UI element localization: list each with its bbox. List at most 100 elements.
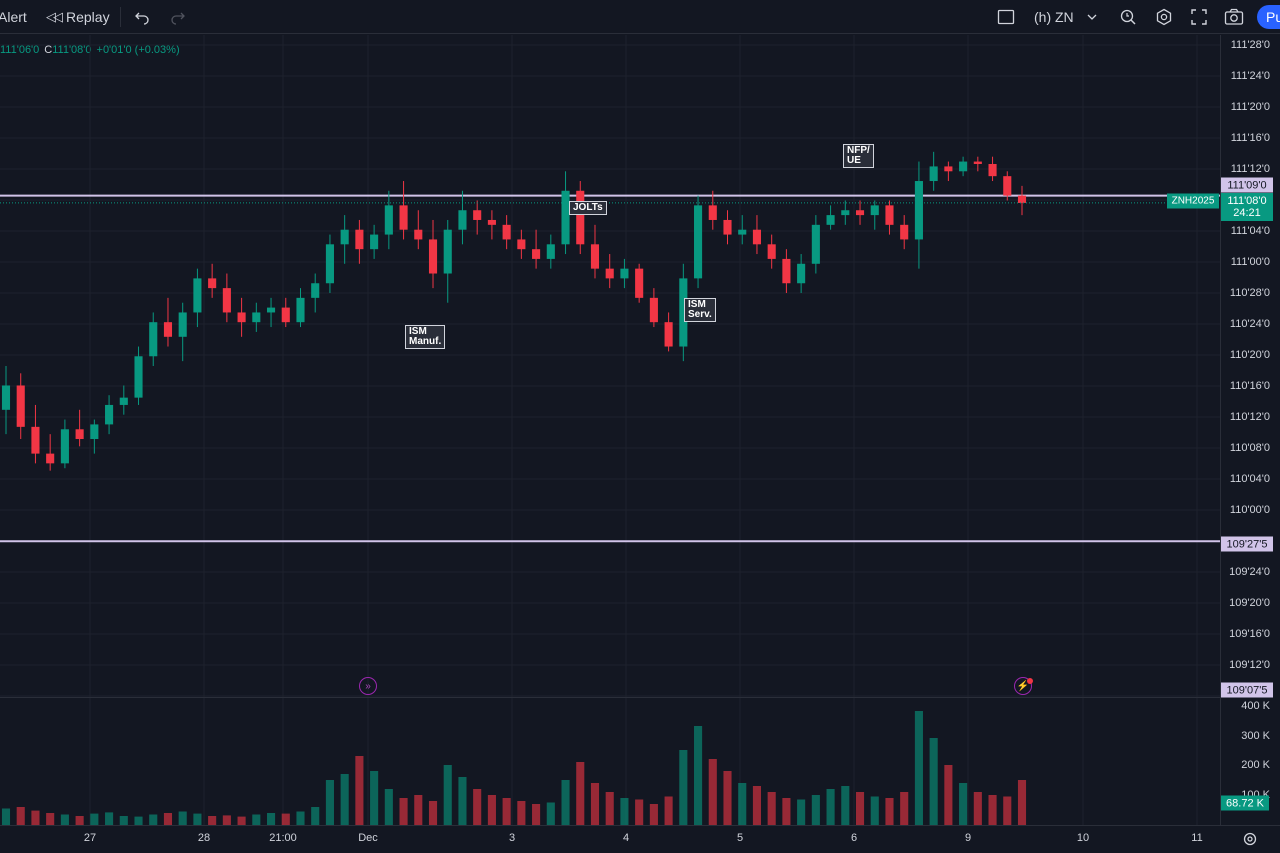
candle-body xyxy=(266,307,276,313)
candle-body xyxy=(193,278,202,313)
volume-bar xyxy=(1017,780,1027,825)
volume-bar xyxy=(458,777,467,825)
volume-bar xyxy=(708,759,717,825)
time-axis[interactable]: 27 28 21:00 Dec 3 4 5 6 9 10 11 xyxy=(0,825,1280,853)
bottom-level-tag[interactable]: 109'07'5 xyxy=(1221,682,1273,698)
volume-tick: 200 K xyxy=(1241,759,1270,771)
candle-body xyxy=(649,297,658,323)
note-jolts[interactable]: JOLTs xyxy=(569,201,607,215)
volume-bar xyxy=(723,771,732,825)
volume-bar xyxy=(178,811,187,825)
lower-level-tag[interactable]: 109'27'5 xyxy=(1221,536,1273,552)
candle-body xyxy=(929,166,938,182)
candle-body xyxy=(826,215,835,225)
volume-bar xyxy=(325,780,334,825)
volume-bar xyxy=(532,804,541,825)
note-nfp[interactable]: NFP/ UE xyxy=(843,144,874,168)
candle-body xyxy=(532,249,541,259)
volume-bar xyxy=(281,813,290,825)
volume-bar xyxy=(517,801,526,825)
candle-body xyxy=(708,205,717,220)
volume-bar xyxy=(105,812,114,825)
candle-body xyxy=(46,453,55,464)
price-tick: 110'28'0 xyxy=(1229,287,1270,299)
candle-body xyxy=(370,234,379,250)
candle-body xyxy=(752,229,762,245)
candle-body xyxy=(473,210,482,220)
candle-body xyxy=(134,356,143,398)
alert-label: Alert xyxy=(0,9,27,25)
volume-bar xyxy=(900,792,909,825)
candle-body xyxy=(296,297,305,323)
candle-body xyxy=(590,244,600,269)
volume-bar xyxy=(694,726,703,825)
volume-bar xyxy=(679,750,688,825)
volume-bar xyxy=(914,711,923,825)
candle-body xyxy=(811,224,820,264)
volume-bar xyxy=(885,798,894,825)
replay-jump-icon[interactable]: » xyxy=(359,677,377,695)
time-label: 28 xyxy=(197,832,211,844)
note-ism-serv[interactable]: ISM Serv. xyxy=(684,298,716,322)
last-price-value: 111'08'0 xyxy=(1227,195,1267,207)
price-tick: 110'12'0 xyxy=(1229,411,1270,423)
publish-button[interactable]: Pu xyxy=(1257,5,1280,29)
axis-settings-icon[interactable] xyxy=(1242,831,1258,852)
volume-bar xyxy=(90,813,99,825)
time-label: 10 xyxy=(1076,832,1090,844)
price-tick: 110'04'0 xyxy=(1229,473,1270,485)
square-icon[interactable] xyxy=(995,0,1017,34)
candle-body xyxy=(105,404,114,425)
replay-button[interactable]: ◁◁ Replay xyxy=(46,0,110,34)
toolbar-divider xyxy=(120,7,121,27)
alert-button[interactable]: Alert xyxy=(0,0,27,34)
candle-body xyxy=(502,224,511,240)
candle-body xyxy=(90,424,99,440)
price-tick: 109'16'0 xyxy=(1229,628,1270,640)
camera-icon[interactable] xyxy=(1222,0,1246,34)
lightning-icon[interactable]: ⚡ xyxy=(1014,677,1032,695)
volume-bar xyxy=(767,792,776,825)
price-chart[interactable] xyxy=(0,35,1220,825)
replay-label: Replay xyxy=(66,9,110,25)
volume-bar xyxy=(797,799,806,825)
fullscreen-icon[interactable] xyxy=(1188,0,1210,34)
candle-body xyxy=(1,385,11,410)
candle-body xyxy=(576,190,585,245)
volume-bar xyxy=(134,816,143,825)
symbol-selector[interactable]: (h) ZN xyxy=(1034,0,1074,34)
volume-bar xyxy=(605,792,614,825)
chevron-down-icon[interactable] xyxy=(1086,0,1098,34)
price-tick: 111'12'0 xyxy=(1230,163,1270,175)
volume-bar xyxy=(428,801,438,825)
candle-body xyxy=(988,163,997,177)
price-axis[interactable]: 111'28'0 111'24'0 111'20'0 111'16'0 111'… xyxy=(1220,35,1280,825)
volume-bar xyxy=(649,804,658,825)
note-ism-manuf[interactable]: ISM Manuf. xyxy=(405,325,446,349)
candle-body xyxy=(767,244,776,259)
redo-icon[interactable] xyxy=(168,0,188,34)
settings-icon[interactable] xyxy=(1153,0,1175,34)
time-label: 4 xyxy=(622,832,630,844)
candle-body xyxy=(458,210,467,230)
notification-dot xyxy=(1027,678,1033,684)
volume-bar xyxy=(635,799,644,825)
price-tick: 110'24'0 xyxy=(1229,318,1270,330)
candle-body xyxy=(31,426,40,454)
volume-bar xyxy=(399,798,408,825)
candle-body xyxy=(959,161,968,172)
legend-change: +0'01'0 (+0.03%) xyxy=(96,44,180,56)
candle-body xyxy=(384,205,393,235)
upper-level-tag[interactable]: 111'09'0 xyxy=(1221,177,1273,193)
undo-icon[interactable] xyxy=(132,0,152,34)
volume-bar xyxy=(546,802,555,825)
quick-search-icon[interactable] xyxy=(1118,0,1138,34)
pane-separator xyxy=(0,697,1220,698)
candle-body xyxy=(870,205,879,216)
price-tick: 111'16'0 xyxy=(1230,132,1270,144)
price-tick: 110'00'0 xyxy=(1229,504,1270,516)
volume-bar xyxy=(959,783,968,825)
candle-body xyxy=(208,278,217,289)
time-label: 9 xyxy=(964,832,972,844)
price-tick: 111'00'0 xyxy=(1230,256,1270,268)
